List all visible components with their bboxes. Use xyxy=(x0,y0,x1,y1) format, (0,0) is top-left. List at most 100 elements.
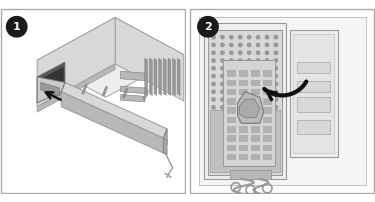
Circle shape xyxy=(238,43,242,47)
Polygon shape xyxy=(159,58,162,95)
Circle shape xyxy=(256,36,260,39)
Circle shape xyxy=(230,121,233,125)
Circle shape xyxy=(230,160,233,164)
Circle shape xyxy=(274,98,278,101)
Bar xyxy=(251,70,260,77)
Bar xyxy=(251,145,260,151)
Circle shape xyxy=(256,59,260,62)
Polygon shape xyxy=(39,68,63,99)
Circle shape xyxy=(230,51,233,54)
Circle shape xyxy=(274,82,278,86)
Polygon shape xyxy=(177,58,180,95)
Circle shape xyxy=(265,51,268,54)
Circle shape xyxy=(221,160,224,164)
Bar xyxy=(263,135,272,142)
Circle shape xyxy=(248,75,251,78)
Polygon shape xyxy=(121,71,145,81)
Bar xyxy=(263,80,272,86)
Bar xyxy=(226,117,236,123)
Circle shape xyxy=(248,43,251,47)
Circle shape xyxy=(221,114,224,117)
Circle shape xyxy=(230,90,233,93)
Bar xyxy=(251,135,260,142)
Circle shape xyxy=(221,90,224,93)
Circle shape xyxy=(238,121,242,125)
Circle shape xyxy=(256,82,260,86)
Circle shape xyxy=(248,129,251,132)
Circle shape xyxy=(274,153,278,156)
Polygon shape xyxy=(82,84,87,95)
Circle shape xyxy=(230,129,233,132)
Circle shape xyxy=(230,106,233,109)
Circle shape xyxy=(238,36,242,39)
Circle shape xyxy=(221,36,224,39)
Circle shape xyxy=(212,90,215,93)
Circle shape xyxy=(230,82,233,86)
Circle shape xyxy=(221,59,224,62)
Polygon shape xyxy=(37,62,65,103)
Circle shape xyxy=(230,59,233,62)
Polygon shape xyxy=(123,88,128,98)
Circle shape xyxy=(230,114,233,117)
Circle shape xyxy=(238,168,242,171)
Polygon shape xyxy=(37,17,184,97)
Polygon shape xyxy=(164,129,167,153)
Circle shape xyxy=(238,137,242,140)
Circle shape xyxy=(221,67,224,70)
Circle shape xyxy=(248,153,251,156)
Circle shape xyxy=(212,43,215,47)
Circle shape xyxy=(212,67,215,70)
Circle shape xyxy=(230,98,233,101)
Circle shape xyxy=(274,67,278,70)
Circle shape xyxy=(230,43,233,47)
Bar xyxy=(238,117,248,123)
Circle shape xyxy=(230,137,233,140)
Circle shape xyxy=(212,59,215,62)
Bar xyxy=(263,89,272,95)
Circle shape xyxy=(238,145,242,148)
Circle shape xyxy=(274,36,278,39)
Polygon shape xyxy=(172,58,176,95)
Polygon shape xyxy=(164,58,166,95)
Circle shape xyxy=(212,36,215,39)
Circle shape xyxy=(212,51,215,54)
Polygon shape xyxy=(168,58,171,95)
Bar xyxy=(263,70,272,77)
Circle shape xyxy=(221,121,224,125)
Polygon shape xyxy=(61,82,167,138)
Circle shape xyxy=(274,137,278,140)
Circle shape xyxy=(248,145,251,148)
Circle shape xyxy=(221,51,224,54)
Circle shape xyxy=(212,98,215,101)
Circle shape xyxy=(212,129,215,132)
Circle shape xyxy=(256,121,260,125)
Circle shape xyxy=(248,114,251,117)
Circle shape xyxy=(274,145,278,148)
Circle shape xyxy=(212,114,215,117)
Bar xyxy=(263,154,272,160)
Bar xyxy=(226,107,236,114)
Circle shape xyxy=(256,98,260,101)
Bar xyxy=(263,98,272,105)
Polygon shape xyxy=(293,34,334,153)
Circle shape xyxy=(256,67,260,70)
Circle shape xyxy=(221,145,224,148)
Bar xyxy=(238,154,248,160)
Circle shape xyxy=(265,82,268,86)
Bar xyxy=(251,126,260,133)
Polygon shape xyxy=(238,92,264,123)
Circle shape xyxy=(212,121,215,125)
Circle shape xyxy=(265,59,268,62)
Circle shape xyxy=(221,82,224,86)
Polygon shape xyxy=(223,60,275,166)
Polygon shape xyxy=(121,95,145,102)
Circle shape xyxy=(212,82,215,86)
Circle shape xyxy=(265,153,268,156)
Circle shape xyxy=(238,106,242,109)
Circle shape xyxy=(274,121,278,125)
Bar xyxy=(226,89,236,95)
Circle shape xyxy=(212,145,215,148)
Circle shape xyxy=(265,90,268,93)
Circle shape xyxy=(256,129,260,132)
Bar xyxy=(251,117,260,123)
